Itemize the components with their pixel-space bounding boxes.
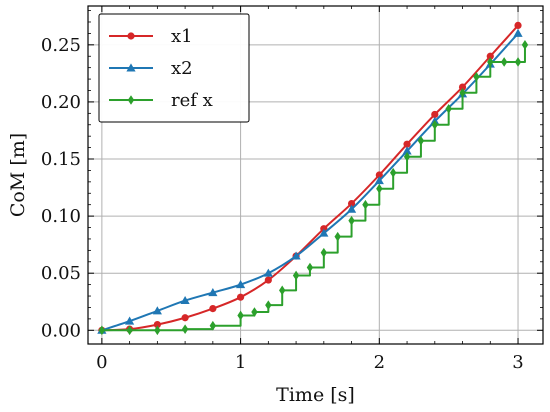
data-point-ref-x — [181, 324, 189, 334]
data-point-ref-x — [279, 285, 286, 296]
tick-layer: 0 1 2 3 0.00 0.05 0.10 0.15 0.20 0.25 — [41, 6, 543, 373]
data-point-ref-x — [431, 119, 438, 130]
data-point-x2 — [125, 316, 135, 325]
data-point-x2 — [374, 176, 384, 185]
data-point-x2 — [291, 251, 301, 260]
data-point-x2 — [208, 288, 218, 297]
data-point-x1 — [403, 140, 411, 148]
x-tick-label: 1 — [235, 352, 246, 373]
x-axis-label: Time [s] — [276, 384, 355, 406]
data-point-x1 — [486, 52, 494, 60]
y-axis-label: CoM [m] — [7, 133, 29, 217]
data-point-ref-x — [514, 57, 522, 67]
legend-item-ref-x: ref x — [109, 90, 213, 111]
data-point-x2 — [402, 146, 412, 155]
data-point-ref-x — [459, 87, 466, 98]
y-tick-label: 0.05 — [41, 263, 81, 284]
legend-label-ref-x: ref x — [171, 90, 213, 111]
data-point-x2 — [152, 306, 162, 315]
data-point-ref-x — [500, 57, 508, 67]
data-point-x1 — [458, 83, 467, 91]
y-tick-label: 0.10 — [41, 206, 81, 227]
data-point-x1 — [347, 199, 356, 208]
data-point-ref-x — [521, 40, 529, 50]
data-point-x2 — [346, 204, 357, 213]
y-tick-label: 0.15 — [41, 149, 81, 170]
data-point-x2 — [235, 280, 246, 289]
x-tick-label: 3 — [512, 352, 523, 373]
data-point-ref-x — [376, 183, 383, 194]
legend-label-x1: x1 — [171, 26, 193, 47]
data-point-ref-x — [209, 320, 217, 331]
data-point-ref-x — [98, 325, 106, 336]
data-point-x2 — [180, 296, 190, 305]
legend-label-x2: x2 — [171, 58, 193, 79]
data-point-ref-x — [251, 307, 258, 317]
data-point-ref-x — [334, 231, 341, 242]
legend-marker-x2 — [126, 63, 136, 72]
legend-item-x2: x2 — [109, 58, 193, 79]
legend-box — [98, 13, 250, 123]
data-point-ref-x — [389, 167, 397, 178]
data-point-x1 — [209, 305, 217, 313]
legend-item-x1: x1 — [109, 26, 193, 47]
data-point-ref-x — [417, 135, 425, 146]
y-tick-label: 0.25 — [41, 35, 81, 56]
legend-marker-ref-x — [127, 95, 135, 105]
series-layer — [97, 21, 529, 336]
data-point-ref-x — [265, 300, 272, 310]
data-point-ref-x — [154, 325, 161, 336]
data-point-x2 — [263, 268, 273, 277]
data-point-x1 — [236, 293, 245, 301]
series-ref-x — [98, 40, 529, 336]
data-point-x1 — [514, 21, 522, 30]
data-point-x1 — [264, 276, 272, 284]
data-point-x1 — [153, 320, 161, 329]
data-point-ref-x — [306, 262, 314, 273]
data-point-ref-x — [126, 325, 133, 336]
data-point-ref-x — [362, 199, 369, 210]
data-point-ref-x — [403, 151, 411, 162]
legend-marker-x1 — [127, 32, 135, 40]
data-point-ref-x — [473, 71, 480, 82]
data-point-ref-x — [487, 57, 494, 67]
series-line-x1 — [101, 24, 519, 332]
data-point-x2 — [513, 28, 523, 37]
data-point-x1 — [431, 110, 439, 119]
y-tick-label: 0.00 — [41, 320, 81, 341]
data-point-ref-x — [320, 247, 328, 258]
data-point-ref-x — [348, 215, 355, 226]
data-point-ref-x — [445, 103, 452, 114]
plot-frame — [87, 5, 544, 345]
data-point-x1 — [181, 314, 189, 322]
y-tick-label: 0.20 — [41, 92, 81, 113]
data-point-ref-x — [292, 270, 300, 281]
data-point-x1 — [375, 171, 383, 179]
data-point-ref-x — [237, 310, 244, 321]
x-tick-label: 2 — [374, 352, 385, 373]
legend: x1 x2 ref x — [98, 13, 250, 123]
x-tick-label: 0 — [96, 352, 107, 373]
data-point-x2 — [319, 228, 329, 237]
